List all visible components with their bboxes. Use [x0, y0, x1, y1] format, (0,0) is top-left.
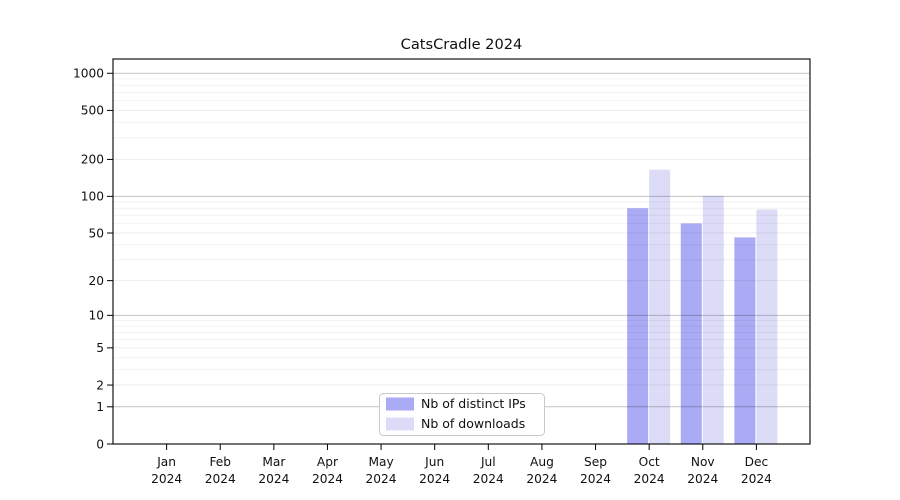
- x-tick-year: 2024: [687, 472, 718, 486]
- legend-label-distinct-ips: Nb of distinct IPs: [421, 396, 526, 411]
- x-tick-year: 2024: [741, 472, 772, 486]
- chart-title: CatsCradle 2024: [400, 36, 523, 53]
- x-tick-year: 2024: [312, 472, 343, 486]
- bar-distinct-ips: [680, 223, 702, 444]
- x-tick-month: May: [368, 455, 393, 469]
- x-tick-month: Dec: [745, 455, 769, 469]
- x-tick-month: Jul: [480, 455, 496, 469]
- y-tick-label: 500: [81, 104, 104, 118]
- y-tick-label: 10: [88, 309, 104, 323]
- y-tick-label: 200: [81, 153, 104, 167]
- y-tick-label: 1: [96, 400, 104, 414]
- bar-downloads: [756, 209, 778, 444]
- bar-downloads: [702, 195, 724, 444]
- legend-swatch-downloads: [386, 417, 414, 431]
- x-tick-year: 2024: [366, 472, 397, 486]
- x-tick-year: 2024: [151, 472, 182, 486]
- x-tick-month: Apr: [317, 455, 339, 469]
- x-tick-year: 2024: [419, 472, 450, 486]
- x-tick-month: Aug: [530, 455, 554, 469]
- x-tick-month: Oct: [639, 455, 660, 469]
- x-tick-year: 2024: [205, 472, 236, 486]
- y-tick-label: 0: [96, 437, 104, 451]
- x-tick-year: 2024: [580, 472, 611, 486]
- bars-layer: [627, 169, 778, 444]
- x-tick-month: Mar: [262, 455, 286, 469]
- bar-downloads: [649, 169, 671, 444]
- x-tick-year: 2024: [258, 472, 289, 486]
- y-tick-label: 5: [96, 341, 104, 355]
- legend-swatch-distinct-ips: [386, 397, 414, 411]
- x-tick-year: 2024: [473, 472, 504, 486]
- x-tick-year: 2024: [526, 472, 557, 486]
- legend-label-downloads: Nb of downloads: [421, 416, 525, 431]
- y-tick-label: 1000: [73, 67, 104, 81]
- y-tick-label: 20: [88, 274, 104, 288]
- x-tick-month: Jan: [156, 455, 176, 469]
- legend-box: [379, 393, 545, 436]
- bar-distinct-ips: [734, 237, 756, 444]
- plot-border: [112, 58, 811, 445]
- x-tick-month: Feb: [209, 455, 231, 469]
- x-tick-month: Jun: [424, 455, 444, 469]
- bar-distinct-ips: [627, 208, 649, 444]
- y-tick-label: 2: [96, 378, 104, 392]
- y-tick-label: 100: [81, 190, 104, 204]
- x-tick-month: Sep: [584, 455, 607, 469]
- x-tick-year: 2024: [634, 472, 665, 486]
- x-tick-month: Nov: [691, 455, 715, 469]
- y-tick-label: 50: [88, 226, 104, 240]
